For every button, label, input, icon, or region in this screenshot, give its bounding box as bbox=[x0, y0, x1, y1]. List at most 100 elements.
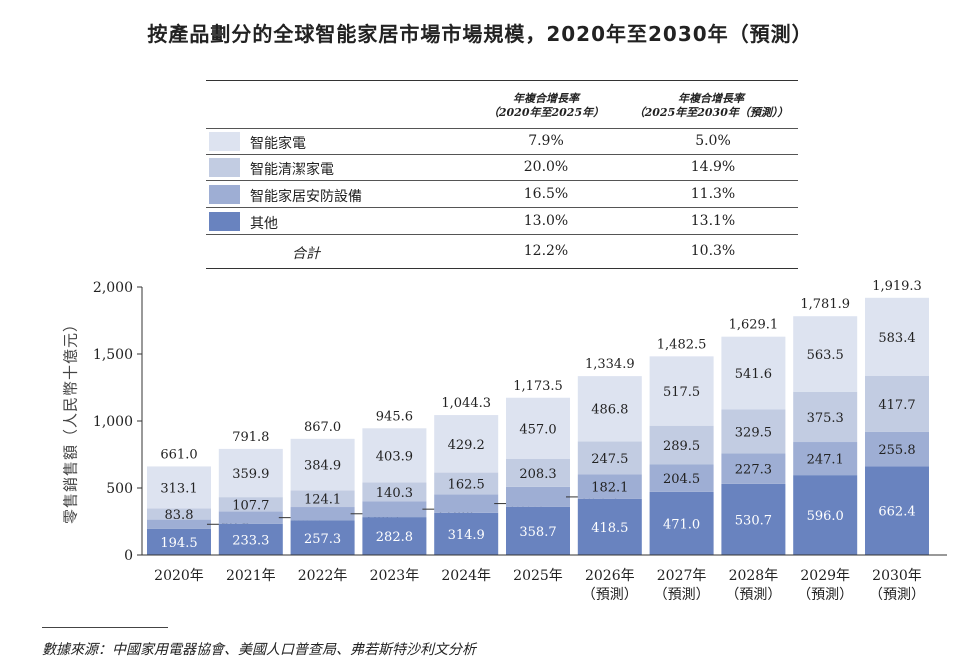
y-axis-label: 零售銷售額（人民幣十億元） bbox=[61, 315, 80, 525]
bar-segment bbox=[290, 520, 355, 555]
data-label: 124.1 bbox=[304, 493, 341, 508]
chart-title: 按產品劃分的全球智能家居市場市場規模，2020年至2030年（預測） bbox=[147, 22, 813, 46]
bar-segment bbox=[577, 498, 642, 555]
data-label: 541.6 bbox=[735, 367, 772, 382]
bar-segment bbox=[649, 425, 714, 465]
total-label: 1,482.5 bbox=[657, 337, 707, 352]
x-tick-label: 2025年 bbox=[513, 568, 563, 584]
bar-segment bbox=[147, 519, 211, 529]
total-label: 1,044.3 bbox=[441, 396, 491, 411]
bar-segment bbox=[793, 475, 858, 555]
y-tick-label: 2,000 bbox=[93, 280, 133, 296]
bar-segment bbox=[434, 472, 499, 495]
total-label: 1,781.9 bbox=[800, 297, 850, 312]
legend-swatch bbox=[209, 132, 240, 151]
bar-segment bbox=[577, 474, 642, 499]
data-label: 314.9 bbox=[448, 528, 485, 543]
data-label: 247.1 bbox=[807, 453, 844, 468]
bar-segment bbox=[577, 441, 642, 475]
total-label: 1,334.9 bbox=[585, 357, 635, 372]
data-label: 194.5 bbox=[160, 536, 197, 551]
bar-segment bbox=[362, 517, 427, 555]
x-tick-label: 2028年 bbox=[729, 568, 779, 584]
bar-segment bbox=[362, 428, 427, 483]
bar-segment bbox=[793, 316, 858, 392]
x-tick-label: 2027年 bbox=[657, 568, 707, 584]
data-label: 140.3 bbox=[376, 486, 413, 501]
data-label: 583.4 bbox=[878, 331, 915, 346]
bar-segment bbox=[147, 528, 211, 555]
bar-segment bbox=[721, 409, 786, 454]
row-rule bbox=[206, 180, 798, 181]
x-tick-sublabel: （預測） bbox=[654, 587, 710, 603]
bar-segment bbox=[434, 512, 499, 555]
header-rule bbox=[206, 128, 798, 129]
cagr-header-1: 年複合增長率 （2020年至2025年） bbox=[487, 92, 605, 119]
bar-segment bbox=[649, 491, 714, 555]
data-label: 417.7 bbox=[878, 398, 915, 413]
data-label: 162.5 bbox=[448, 477, 485, 492]
table-top-rule bbox=[206, 80, 798, 81]
bar-segment bbox=[290, 490, 355, 508]
bar-segment bbox=[362, 501, 427, 518]
y-tick-label: 0 bbox=[124, 548, 133, 564]
row-rule bbox=[206, 234, 798, 235]
table-total-row: 合計 12.2% 10.3% bbox=[292, 243, 736, 262]
total-label: 867.0 bbox=[304, 420, 341, 435]
table-bottom-rule bbox=[206, 268, 798, 269]
row-rule bbox=[206, 154, 798, 155]
data-label: 257.3 bbox=[304, 532, 341, 547]
row-rule bbox=[206, 207, 798, 208]
y-tick-label: 500 bbox=[106, 481, 133, 497]
source-divider bbox=[42, 627, 168, 628]
table-row: 智能家居安防設備 16.5% 11.3% bbox=[206, 183, 798, 206]
table-row: 智能清潔家電 20.0% 14.9% bbox=[206, 156, 798, 179]
x-tick-sublabel: （預測） bbox=[725, 587, 781, 603]
cagr-header-2: 年複合增長率 （2025年至2030年（預測）） bbox=[633, 92, 789, 119]
total-label: 945.6 bbox=[376, 409, 413, 424]
data-label: 517.5 bbox=[663, 385, 700, 400]
data-label: 429.2 bbox=[448, 438, 485, 453]
bar-segment bbox=[721, 483, 786, 555]
bar-segment bbox=[506, 506, 570, 555]
x-tick-label: 2023年 bbox=[370, 568, 420, 584]
bar-segment bbox=[649, 356, 714, 426]
data-label: 563.5 bbox=[807, 348, 844, 363]
x-tick-label: 2024年 bbox=[441, 568, 491, 584]
total-label: 1,629.1 bbox=[729, 318, 779, 333]
total-label: 1,919.3 bbox=[872, 279, 922, 294]
bar-segment bbox=[218, 523, 283, 555]
data-label: 83.8 bbox=[165, 508, 194, 523]
bar-segment bbox=[865, 297, 929, 376]
data-label: 255.8 bbox=[878, 443, 915, 458]
data-label: 208.3 bbox=[519, 467, 556, 482]
x-tick-sublabel: （預測） bbox=[869, 587, 925, 603]
data-label: 204.5 bbox=[663, 472, 700, 487]
total-label: 1,173.5 bbox=[513, 379, 563, 394]
bar-segment bbox=[793, 442, 858, 476]
data-label: 403.9 bbox=[376, 449, 413, 464]
bar-segment bbox=[434, 494, 499, 513]
bar-segment bbox=[865, 466, 929, 555]
data-label: 457.0 bbox=[519, 422, 556, 437]
table-row: 其他 13.0% 13.1% bbox=[206, 210, 798, 233]
x-tick-label: 2030年 bbox=[872, 568, 922, 584]
total-label: 791.8 bbox=[232, 430, 269, 445]
data-label: 289.5 bbox=[663, 439, 700, 454]
data-label: 375.3 bbox=[807, 411, 844, 426]
table-row: 智能家電 7.9% 5.0% bbox=[206, 130, 798, 153]
x-tick-label: 2020年 bbox=[154, 568, 204, 584]
x-tick-sublabel: （預測） bbox=[582, 587, 638, 603]
y-tick-label: 1,500 bbox=[93, 347, 133, 363]
data-label: 227.3 bbox=[735, 463, 772, 478]
bar-segment bbox=[218, 511, 283, 524]
data-label: 107.7 bbox=[232, 498, 269, 513]
bar-segment bbox=[865, 375, 929, 432]
y-tick-label: 1,000 bbox=[93, 414, 133, 430]
bar-segment bbox=[721, 453, 786, 484]
bar-segment bbox=[147, 466, 211, 509]
bar-segment bbox=[290, 507, 355, 521]
bar-segment bbox=[218, 497, 283, 512]
data-label: 384.9 bbox=[304, 459, 341, 474]
